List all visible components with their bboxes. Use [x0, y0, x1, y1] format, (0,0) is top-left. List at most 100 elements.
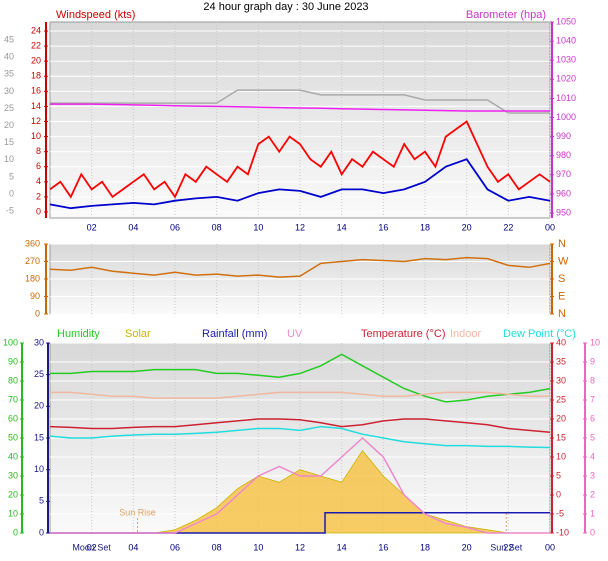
- x-tick-label: 00: [545, 222, 555, 232]
- legend-entry: Temperature (°C): [361, 328, 445, 340]
- y4-tick-label: 6: [590, 413, 595, 423]
- y-tick-label: 10: [31, 131, 41, 141]
- y3-tick-label: 35: [4, 69, 14, 79]
- y2-tick-label: 0: [39, 527, 44, 537]
- y2-tick-label: 990: [556, 131, 571, 141]
- y3-tick-label: 5: [556, 470, 561, 480]
- y3-tick-label: 40: [556, 337, 566, 347]
- y4-tick-label: 10: [590, 337, 600, 347]
- y2-label: Barometer (hpa): [466, 9, 546, 21]
- y2-tick-label: 10: [34, 464, 44, 474]
- line: [50, 436, 550, 534]
- x-tick-label: 04: [128, 542, 138, 552]
- x-tick-label: 08: [212, 222, 222, 232]
- y2-tick-label: S: [558, 273, 565, 285]
- y3-tick-label: 15: [4, 137, 14, 147]
- y2-tick-label: 1010: [556, 93, 576, 103]
- y2-tick-label: 960: [556, 188, 571, 198]
- legend-entry: Dew Point (°C): [503, 328, 576, 340]
- y2-tick-label: 1040: [556, 35, 576, 45]
- x-tick-label: 22: [503, 542, 513, 552]
- y4-tick-label: 7: [590, 394, 595, 404]
- legend-entry: Indoor: [450, 328, 482, 340]
- line: [50, 511, 550, 534]
- y-tick-label: 20: [8, 489, 18, 499]
- x-tick-label: 02: [87, 222, 97, 232]
- y-tick-label: 180: [25, 273, 40, 283]
- y-tick-label: 360: [25, 238, 40, 248]
- x-tick-label: 12: [295, 222, 305, 232]
- y2-tick-label: 25: [34, 369, 44, 379]
- x-tick-label: 10: [253, 542, 263, 552]
- y-tick-label: 16: [31, 86, 41, 96]
- y3-tick-label: -5: [6, 206, 14, 216]
- y-tick-label: 6: [36, 161, 41, 171]
- y2-tick-label: E: [558, 290, 565, 302]
- y2-tick-label: 5: [39, 496, 44, 506]
- y-tick-label: 0: [36, 206, 41, 216]
- y3-tick-label: -10: [556, 527, 569, 537]
- y3-tick-label: 30: [556, 375, 566, 385]
- x-tick-label: 20: [462, 542, 472, 552]
- y-tick-label: 90: [8, 356, 18, 366]
- title: 24 hour graph day : 30 June 2023: [203, 1, 368, 13]
- y-tick-label: 10: [8, 508, 18, 518]
- y2-tick-label: 30: [34, 337, 44, 347]
- y3-tick-label: 0: [556, 489, 561, 499]
- x-tick-label: 08: [212, 542, 222, 552]
- y2-tick-label: 1050: [556, 16, 576, 26]
- y2-tick-label: W: [558, 255, 569, 267]
- y3-tick-label: 0: [9, 188, 14, 198]
- y-tick-label: 24: [31, 25, 41, 35]
- y-tick-label: 30: [8, 470, 18, 480]
- y2-tick-label: 970: [556, 169, 571, 179]
- y-tick-label: 0: [13, 527, 18, 537]
- y-tick-label: 8: [36, 146, 41, 156]
- x-tick-label: 20: [462, 222, 472, 232]
- y4-tick-label: 1: [590, 508, 595, 518]
- y2-tick-label: 20: [34, 401, 44, 411]
- y3-tick-label: 30: [4, 86, 14, 96]
- line: [49, 418, 551, 434]
- y2-tick-label: 1020: [556, 74, 576, 84]
- y-tick-label: 12: [31, 116, 41, 126]
- x-tick-label: 00: [545, 542, 555, 552]
- line: [49, 158, 551, 210]
- y4-tick-label: 3: [590, 470, 595, 480]
- line: [50, 353, 551, 403]
- y4-tick-label: 2: [590, 489, 595, 499]
- legend-entry: Rainfall (mm): [202, 328, 267, 340]
- y3-tick-label: 10: [4, 154, 14, 164]
- y2-tick-label: N: [558, 308, 566, 320]
- annotation: Moon Set: [72, 542, 111, 552]
- y3-tick-label: 5: [9, 171, 14, 181]
- line: [50, 103, 550, 112]
- line: [50, 89, 550, 114]
- y-tick-label: 14: [31, 101, 41, 111]
- y2-tick-label: 1030: [556, 55, 576, 65]
- y-tick-label: 100: [3, 337, 18, 347]
- x-tick-label: 10: [253, 222, 263, 232]
- y-tick-label: 90: [30, 291, 40, 301]
- y3-tick-label: 15: [556, 432, 566, 442]
- y-tick-label: 2: [36, 191, 41, 201]
- x-tick-label: 06: [170, 222, 180, 232]
- y-label: Windspeed (kts): [56, 9, 135, 21]
- y-tick-label: 4: [36, 176, 41, 186]
- y3-tick-label: 10: [556, 451, 566, 461]
- x-tick-label: 14: [337, 222, 347, 232]
- x-tick-label: 04: [128, 222, 138, 232]
- x-tick-label: 18: [420, 222, 430, 232]
- y-tick-label: 80: [8, 375, 18, 385]
- y3-tick-label: 25: [4, 103, 14, 113]
- y4-tick-label: 9: [590, 356, 595, 366]
- y-tick-label: 0: [35, 308, 40, 318]
- y-tick-label: 22: [31, 40, 41, 50]
- y-tick-label: 50: [8, 432, 18, 442]
- x-tick-label: 14: [337, 542, 347, 552]
- line: [49, 425, 551, 449]
- x-tick-label: 02: [87, 542, 97, 552]
- annotation: Sun Rise: [119, 507, 156, 517]
- y3-tick-label: -5: [556, 508, 564, 518]
- x-tick-label: 16: [378, 222, 388, 232]
